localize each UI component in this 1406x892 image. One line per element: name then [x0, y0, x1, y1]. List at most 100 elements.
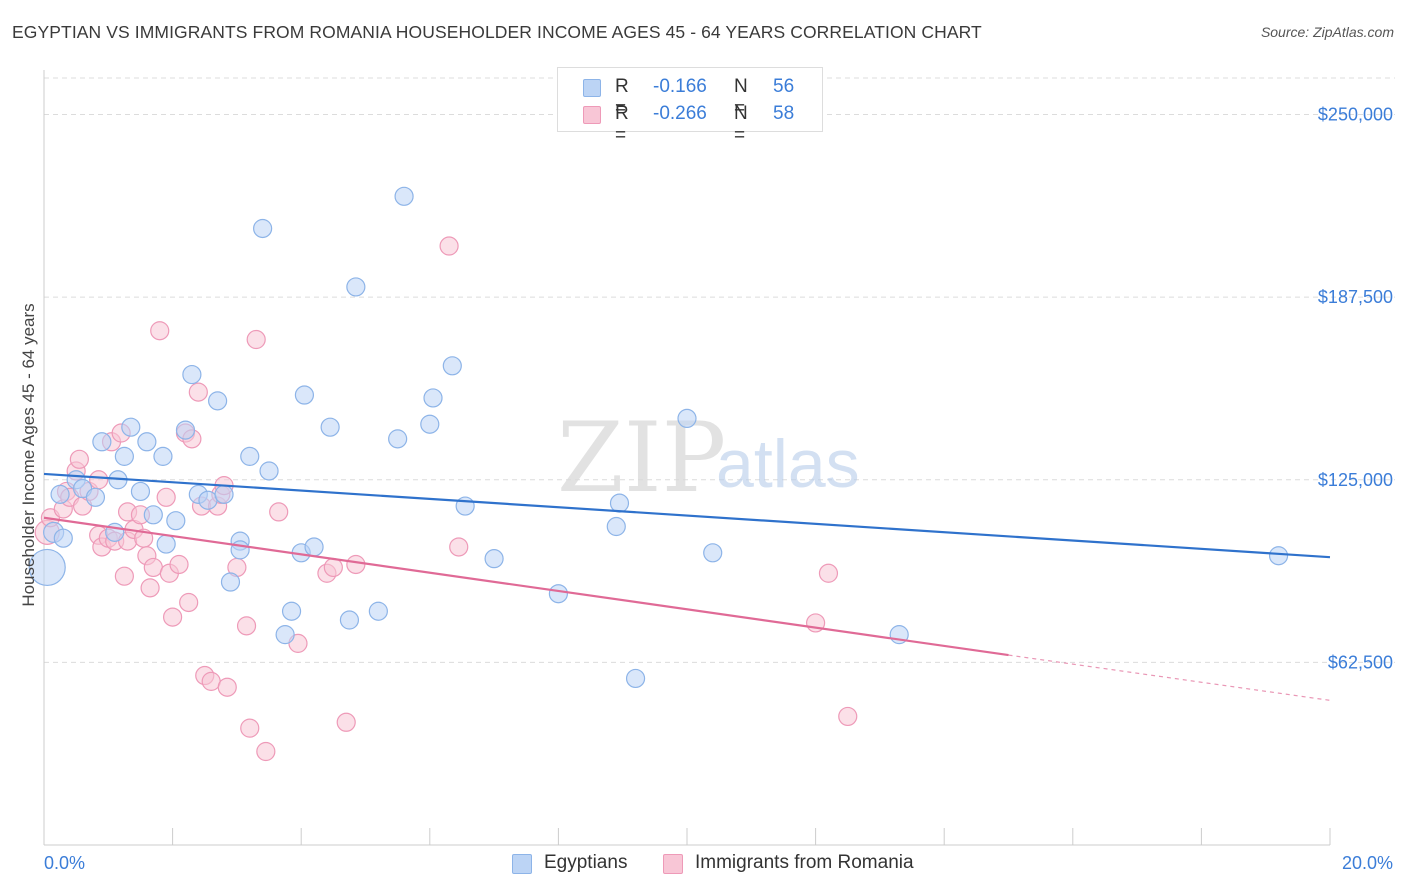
point-romania [69, 449, 89, 469]
point-egyptians [442, 356, 462, 376]
legend-n-label: N = [734, 76, 748, 119]
x-tick-label: 20.0% [1342, 853, 1393, 873]
legend-r-value: -0.166 [653, 76, 707, 97]
point-egyptians [137, 432, 157, 452]
legend-n-value: 56 [773, 76, 795, 97]
point-egyptians [548, 584, 569, 604]
point-romania [346, 554, 366, 575]
point-romania [114, 566, 134, 586]
legend-label-egyptians: Egyptians [544, 852, 628, 873]
point-egyptians [92, 432, 112, 452]
point-romania [150, 321, 170, 341]
point-romania [439, 236, 459, 256]
point-romania [236, 616, 257, 636]
point-egyptians [230, 540, 250, 560]
point-egyptians [606, 516, 626, 537]
point-egyptians [346, 277, 366, 297]
point-romania [269, 502, 289, 522]
point-romania [201, 671, 221, 691]
point-egyptians [320, 417, 340, 437]
chart-source: Source: ZipAtlas.com [1260, 24, 1394, 40]
legend-swatch-egyptians [583, 79, 601, 97]
point-romania [169, 554, 189, 575]
legend-n-label: N = [734, 103, 748, 146]
point-romania [240, 718, 260, 738]
point-romania [246, 329, 266, 350]
point-egyptians [28, 548, 66, 587]
trend-line-romania [43, 516, 1009, 657]
y-tick-label: $62,500 [1328, 652, 1393, 672]
point-egyptians [339, 610, 360, 630]
watermark-zip: ZIP [557, 402, 726, 514]
correlation-legend: R = -0.166 N = 56 R = -0.266 N = 58 [557, 67, 823, 146]
point-romania [217, 677, 237, 697]
legend-label-romania: Immigrants from Romania [695, 852, 914, 873]
legend-swatch-romania [663, 854, 683, 874]
y-tick-label: $250,000 [1318, 105, 1393, 125]
series-legend: Egyptians Immigrants from Romania [0, 852, 1406, 878]
legend-swatch-romania [583, 106, 601, 124]
point-egyptians [253, 218, 273, 239]
y-axis-title: Householder Income Ages 45 - 64 years [19, 303, 38, 606]
point-romania [163, 607, 183, 627]
point-egyptians [175, 420, 196, 440]
grid-lines [44, 77, 1395, 663]
point-egyptians [259, 461, 279, 481]
point-egyptians [281, 601, 302, 621]
point-egyptians [208, 391, 228, 411]
chart-title: EGYPTIAN VS IMMIGRANTS FROM ROMANIA HOUS… [12, 22, 982, 42]
axes [43, 70, 1331, 846]
watermark-atlas: atlas [716, 426, 860, 502]
trend-lines [43, 472, 1331, 701]
point-egyptians [114, 446, 134, 466]
legend-r-label: R = [615, 103, 629, 146]
point-romania [818, 563, 839, 583]
point-egyptians [240, 446, 260, 466]
point-romania [140, 578, 160, 598]
point-egyptians [394, 186, 414, 206]
point-egyptians [368, 601, 388, 621]
point-romania [156, 487, 176, 507]
x-tick-label: 0.0% [44, 853, 85, 873]
point-romania [143, 557, 163, 578]
point-egyptians [156, 534, 176, 554]
point-romania [256, 741, 276, 762]
point-egyptians [153, 446, 173, 466]
trend-line-egyptians [43, 472, 1331, 559]
legend-n-value: 58 [773, 103, 795, 124]
point-egyptians [182, 364, 202, 385]
point-egyptians [420, 414, 440, 434]
legend-r-value: -0.266 [653, 103, 707, 124]
point-romania [449, 537, 469, 557]
y-tick-label: $187,500 [1318, 287, 1393, 307]
point-romania [188, 382, 208, 402]
legend-r-label: R = [615, 76, 629, 119]
point-egyptians [130, 481, 151, 502]
tick-labels: $62,500 $125,000 $187,500 $250,000 0.0% 20.0%… [19, 105, 1393, 873]
point-egyptians [1268, 546, 1289, 566]
point-egyptians [304, 537, 324, 557]
point-romania [838, 706, 858, 727]
point-egyptians [625, 668, 646, 689]
watermark: ZIP atlas [557, 402, 860, 514]
point-romania [323, 557, 343, 578]
point-egyptians [198, 490, 218, 510]
point-egyptians [484, 549, 504, 569]
legend-swatch-egyptians [512, 854, 532, 874]
point-egyptians [609, 493, 630, 513]
point-egyptians [703, 543, 723, 563]
point-romania [336, 712, 356, 732]
trend-line-romania-extension [1008, 654, 1331, 701]
point-egyptians [220, 572, 241, 592]
y-tick-label: $125,000 [1318, 470, 1393, 490]
point-egyptians [423, 388, 443, 408]
point-egyptians [143, 505, 163, 525]
point-romania [179, 592, 199, 613]
point-romania [89, 470, 109, 490]
point-egyptians [275, 625, 295, 645]
point-egyptians [166, 511, 186, 531]
point-egyptians [85, 487, 106, 507]
point-egyptians [677, 408, 697, 429]
point-egyptians [388, 429, 408, 449]
